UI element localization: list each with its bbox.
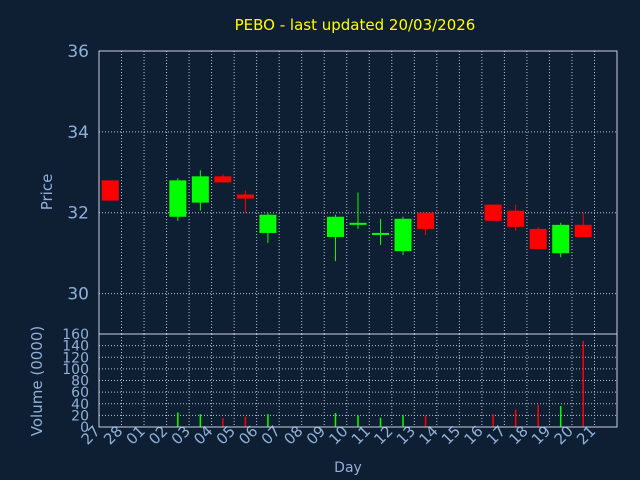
candle-10 <box>349 192 367 229</box>
candle-body <box>552 224 570 254</box>
volume-bar-10 <box>357 415 359 427</box>
candle-20 <box>574 212 592 237</box>
volume-tick-label: 140 <box>62 339 89 355</box>
volume-tick-label: 120 <box>62 350 89 366</box>
candle-body <box>529 228 547 250</box>
candle-body <box>259 214 277 233</box>
chart-title: PEBO - last updated 20/03/2026 <box>235 16 476 34</box>
price-tick-label: 34 <box>67 123 89 143</box>
candle-body <box>507 210 525 227</box>
candle-body <box>417 212 435 229</box>
volume-bar-09 <box>334 413 337 427</box>
volume-bar-02 <box>177 412 179 427</box>
price-tick-labels: 30 32 34 36 <box>67 42 89 305</box>
volume-bar-13 <box>424 415 427 427</box>
candle-body <box>191 176 209 203</box>
volume-bar-04 <box>222 418 224 427</box>
volume-bar-06 <box>267 414 269 427</box>
candle-body <box>214 176 232 183</box>
volume-tick-label: 40 <box>71 397 89 413</box>
candle-12 <box>394 216 412 256</box>
day-tick-label: 21 <box>573 422 599 448</box>
candle-16 <box>484 204 502 221</box>
volume-tick-label: 60 <box>71 385 89 401</box>
volume-bar-05 <box>244 416 247 427</box>
candle-17 <box>507 204 525 231</box>
candle-02 <box>169 178 187 221</box>
candle-09 <box>326 214 344 262</box>
candle-27 <box>101 180 119 201</box>
volume-tick-label: 160 <box>62 327 89 343</box>
volume-bar-03 <box>199 414 202 427</box>
volume-tick-label: 20 <box>71 408 89 424</box>
volume-bar-12 <box>402 415 404 427</box>
volume-bar-20 <box>582 340 584 427</box>
volume-tick-label: 0 <box>80 420 89 436</box>
candle-04 <box>214 174 232 183</box>
volume-bar-19 <box>559 406 562 427</box>
volume-bar-17 <box>514 409 517 427</box>
price-axis-label: Price <box>38 174 56 211</box>
volume-bar-18 <box>537 404 539 427</box>
candle-body <box>101 180 119 201</box>
price-tick-label: 30 <box>67 285 89 305</box>
volume-tick-label: 80 <box>71 374 89 390</box>
candle-19 <box>552 222 570 258</box>
volume-bar-16 <box>492 414 494 427</box>
volume-tick-label: 100 <box>62 362 89 378</box>
price-candles <box>101 170 592 262</box>
candle-body <box>349 222 367 225</box>
candle-18 <box>529 226 547 250</box>
candle-body <box>394 218 412 252</box>
candle-11 <box>372 218 390 246</box>
volume-bars <box>177 340 584 427</box>
candle-body <box>236 194 254 199</box>
candle-13 <box>417 212 435 235</box>
candle-body <box>169 180 187 217</box>
candle-body <box>326 216 344 237</box>
candle-body <box>372 232 390 235</box>
candle-05 <box>236 190 254 213</box>
candle-03 <box>191 170 209 211</box>
candle-06 <box>259 212 277 244</box>
day-tick-labels: 2728010203040506070809101112131415161718… <box>78 422 600 448</box>
volume-axis-label: Volume (0000) <box>28 326 46 436</box>
volume-bar-11 <box>379 417 382 427</box>
candle-body <box>484 204 502 221</box>
volume-panel-frame <box>98 333 618 428</box>
candle-body <box>574 224 592 237</box>
price-tick-label: 32 <box>67 204 89 224</box>
day-axis-label: Day <box>334 460 362 476</box>
price-tick-label: 36 <box>67 42 89 62</box>
volume-grid <box>99 333 617 428</box>
